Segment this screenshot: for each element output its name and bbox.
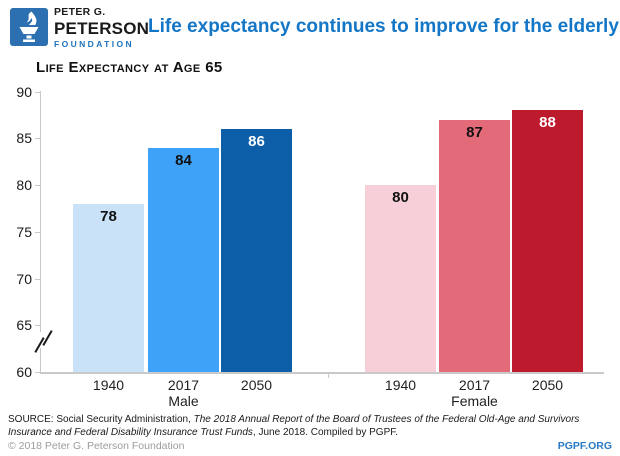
x-axis-category-label: 1940 [384, 377, 417, 393]
y-axis-tick-label: 60 [16, 364, 32, 380]
logo-line-peterson: PETERSON [54, 18, 150, 38]
x-axis-group-label: Male [168, 393, 199, 409]
x-axis-category-label: 2017 [458, 377, 491, 393]
chart-title: Life Expectancy at Age 65 [36, 59, 223, 76]
logo-line-peter-g: PETER G. [54, 6, 106, 18]
y-axis-tick-mark [35, 138, 40, 140]
x-axis-category-label: 2050 [240, 377, 273, 393]
pgpf-org-link[interactable]: PGPF.ORG [557, 440, 612, 452]
y-axis-tick-label: 85 [16, 130, 32, 147]
y-axis-tick-mark [35, 325, 40, 327]
y-axis-tick-label: 90 [16, 83, 32, 100]
source-report-title: The 2018 Annual Report of the Board of T… [8, 414, 580, 438]
bar-value-label: 80 [392, 189, 409, 206]
torch-icon [19, 11, 39, 42]
y-axis-tick-mark [35, 372, 40, 373]
bar-value-label: 88 [539, 114, 556, 132]
y-axis-tick-mark [35, 91, 40, 93]
x-axis-category-label: 2050 [531, 377, 564, 393]
source-note: SOURCE: Social Security Administration, … [8, 413, 604, 439]
pgpf-logo [10, 8, 48, 46]
page-title: Life expectancy continues to improve for… [148, 16, 619, 37]
bar-value-label: 84 [175, 151, 192, 169]
bar-value-label: 87 [466, 123, 483, 141]
y-axis-tick-mark [35, 231, 40, 233]
group-separator-tick [328, 372, 329, 378]
bar-female-1940 [365, 185, 436, 372]
bar-female-2050 [512, 110, 583, 372]
source-suffix: , June 2018. Compiled by PGPF. [252, 427, 399, 438]
source-prefix: SOURCE: Social Security Administration, [8, 414, 194, 425]
logo-line-foundation: FOUNDATION [54, 38, 135, 49]
x-axis-category-label: 2017 [167, 377, 200, 393]
bar-male-2017 [148, 147, 219, 372]
x-axis-baseline [40, 372, 604, 374]
x-axis-category-label: 1940 [92, 377, 125, 393]
logo-wordmark: PETER G. PETERSON FOUNDATION [54, 7, 149, 48]
y-axis-tick-mark [35, 185, 40, 186]
bar-value-label: 78 [100, 207, 117, 225]
y-axis-tick-label: 65 [16, 317, 32, 334]
bar-value-label: 86 [248, 132, 265, 150]
x-axis-group-label: Female [451, 393, 498, 409]
y-axis-line [40, 91, 41, 372]
copyright-text: © 2018 Peter G. Peterson Foundation [8, 440, 185, 452]
bar-female-2017 [439, 119, 510, 372]
y-axis-tick-label: 75 [16, 223, 32, 240]
y-axis-tick-label: 70 [16, 270, 32, 287]
bar-male-2050 [221, 128, 292, 372]
y-axis-tick-mark [35, 278, 40, 280]
y-axis-tick-label: 80 [16, 177, 32, 193]
bar-male-1940 [73, 203, 144, 372]
